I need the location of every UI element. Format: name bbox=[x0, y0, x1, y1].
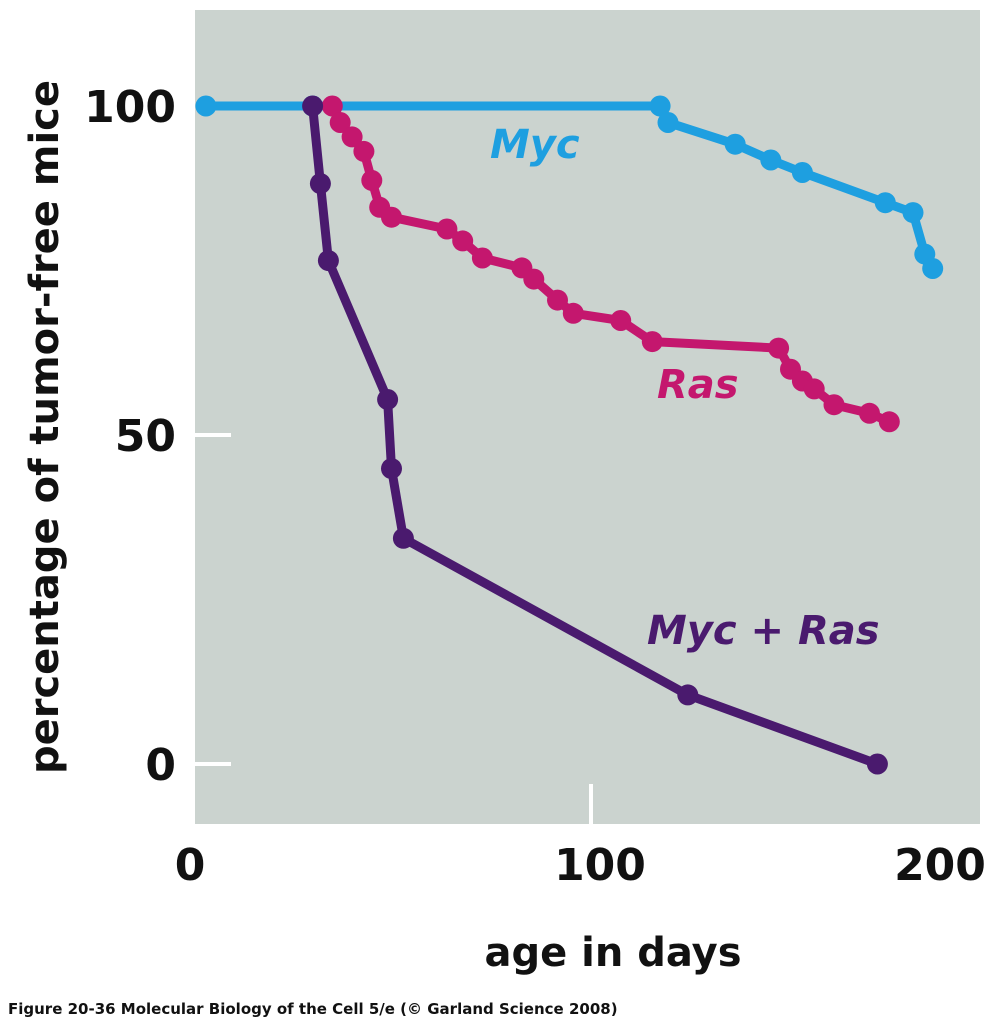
data-point-ras bbox=[341, 126, 363, 148]
x-axis-title: age in days bbox=[484, 930, 741, 976]
line-chart: 0 50 100 0 100 200 age in days percentage of … bbox=[22, 10, 986, 976]
series-label-ras: Ras bbox=[657, 362, 739, 408]
data-point-ras bbox=[859, 402, 880, 424]
data-point-ras bbox=[381, 206, 402, 228]
data-point-ras bbox=[353, 140, 375, 162]
data-point-myc bbox=[874, 192, 896, 214]
data-point-ras bbox=[436, 218, 458, 240]
data-point-ras bbox=[547, 289, 568, 311]
data-point-ras bbox=[823, 394, 845, 416]
data-point-myc bbox=[902, 202, 924, 224]
data-point-ras bbox=[610, 310, 632, 331]
data-point-ras bbox=[803, 378, 825, 400]
data-point-myc-ras bbox=[677, 684, 699, 706]
data-point-ras bbox=[562, 302, 584, 324]
data-point-myc bbox=[649, 95, 671, 117]
y-tick-label: 100 bbox=[84, 82, 176, 133]
data-point-myc-ras bbox=[381, 458, 402, 480]
data-point-myc-ras bbox=[866, 753, 888, 775]
series-label-myc: Myc bbox=[490, 122, 580, 168]
data-point-myc bbox=[760, 149, 782, 171]
data-point-myc-ras bbox=[392, 527, 414, 549]
plot-background bbox=[195, 10, 980, 824]
data-point-myc bbox=[922, 258, 944, 279]
data-point-ras bbox=[329, 112, 351, 133]
x-tick-label: 0 bbox=[175, 840, 206, 891]
data-point-ras bbox=[523, 268, 545, 290]
y-tick-label: 0 bbox=[145, 740, 176, 791]
data-point-myc bbox=[195, 95, 217, 117]
data-point-myc-ras bbox=[317, 250, 339, 272]
labels-layer: age in days percentage of tumor-free mic… bbox=[22, 80, 880, 976]
data-point-ras bbox=[452, 230, 474, 252]
data-point-ras bbox=[878, 411, 900, 433]
series-label-myc-ras: Myc + Ras bbox=[647, 608, 880, 654]
y-axis-title: percentage of tumor-free mice bbox=[22, 80, 68, 774]
data-point-myc-ras bbox=[309, 173, 331, 195]
data-point-ras bbox=[321, 95, 343, 117]
data-point-ras bbox=[361, 169, 383, 191]
data-point-myc-ras bbox=[302, 95, 324, 117]
data-point-myc bbox=[657, 112, 679, 133]
data-point-ras bbox=[641, 331, 663, 353]
data-point-myc bbox=[791, 162, 813, 183]
series-layer bbox=[195, 95, 944, 775]
tick-marks: 0 50 100 0 100 200 bbox=[84, 82, 986, 891]
data-point-ras bbox=[768, 337, 790, 359]
x-tick-label: 100 bbox=[554, 840, 646, 891]
data-point-myc-ras bbox=[377, 389, 399, 410]
x-tick-label: 200 bbox=[894, 840, 986, 891]
data-point-ras bbox=[471, 247, 493, 269]
series-line-myc-ras bbox=[308, 101, 882, 769]
data-point-myc bbox=[724, 133, 746, 155]
y-tick-label: 50 bbox=[115, 411, 176, 462]
figure-caption: Figure 20-36 Molecular Biology of the Ce… bbox=[8, 1000, 618, 1018]
